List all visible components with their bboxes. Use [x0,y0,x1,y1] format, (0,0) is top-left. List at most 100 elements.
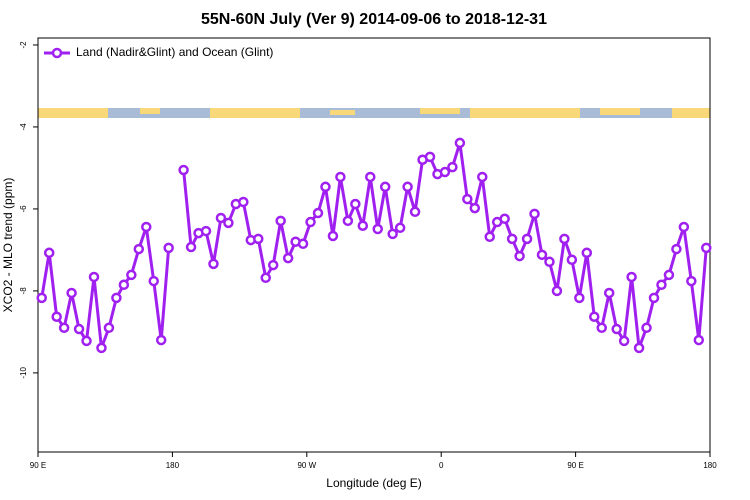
data-point [469,202,481,214]
data-point [424,151,436,163]
data-point [185,241,197,253]
data-point [611,323,622,335]
x-tick-label: 90 E [30,461,46,470]
x-axis-label: Longitude (deg E) [326,476,421,490]
data-point [693,334,705,346]
x-tick-label: 90 W [297,461,316,470]
data-point [648,292,660,304]
data-point [544,256,555,268]
data-point [81,335,92,347]
data-point [297,238,309,250]
data-point [73,323,85,335]
data-point [439,166,451,178]
y-tick-label: -10 [19,367,28,379]
data-point [238,196,249,208]
data-point [402,181,413,193]
data-point [118,279,130,291]
x-tick-label: 0 [439,461,444,470]
y-axis-label: XCO2 - MLO trend (ppm) [1,178,15,313]
data-point [484,231,495,243]
data-point [656,279,667,291]
data-point [253,233,264,245]
data-point [163,242,174,254]
x-tick-label: 180 [703,461,717,470]
data-point [260,272,271,284]
data-point [305,216,316,228]
map-strip [38,108,710,118]
chart-title: 55N-60N July (Ver 9) 2014-09-06 to 2018-… [201,11,547,28]
data-point [320,181,331,193]
data-point [678,221,690,233]
data-point [394,222,406,234]
data-point [208,258,219,270]
data-point [626,271,637,283]
legend-marker [51,47,63,59]
data-point [58,322,70,334]
data-point [603,287,615,299]
data-point [529,208,540,220]
data-point [200,225,212,237]
data-point [551,285,563,297]
data-point [589,311,600,322]
data-point [701,242,712,254]
data-point [596,322,607,334]
y-tick-label: -6 [19,205,28,213]
legend-label: Land (Nadir&Glint) and Ocean (Glint) [76,45,273,59]
data-point [387,228,398,240]
data-point [506,233,518,245]
data-point [581,247,593,259]
data-point [103,322,115,334]
data-point [275,215,286,227]
data-point [335,171,346,183]
data-point [372,223,383,235]
data-point [155,334,167,346]
data-point [514,250,525,262]
data-point [51,311,62,322]
data-point [357,220,369,231]
legend: Land (Nadir&Glint) and Ocean (Glint) [44,45,273,59]
data-point [447,161,458,173]
y-tick-label: -8 [19,287,28,295]
data-point [521,233,533,245]
y-tick-label: -4 [19,123,28,131]
data-point [379,181,391,193]
data-point [409,206,421,218]
data-point [686,275,697,287]
data-point [43,247,55,259]
data-point [215,212,227,224]
data-point [574,292,585,304]
data-point [66,287,77,299]
data-point [671,243,682,255]
data-point [111,292,122,304]
data-point [126,269,137,281]
data-point [178,164,189,176]
data-point [365,171,376,183]
data-point [350,198,361,210]
data-point [282,252,294,264]
data-point [141,221,152,233]
data-point [267,259,279,271]
data-point [633,342,645,354]
data-point [536,249,548,261]
y-tick-label: -2 [19,41,28,49]
data-point [223,217,234,229]
x-tick-label: 180 [166,461,180,470]
data-point [618,335,630,347]
data-point [499,213,510,225]
data-point [641,322,652,334]
data-point [312,207,324,219]
data-point [566,254,578,266]
data-point [36,292,47,304]
data-point [88,271,100,283]
x-tick-label: 90 E [567,461,583,470]
data-point [454,137,466,149]
data-point [663,269,675,281]
data-point [462,193,473,205]
data-point [327,230,339,242]
data-point [477,171,488,183]
data-point [96,342,107,354]
data-point [133,243,145,255]
data-point [559,233,570,245]
data-point [148,275,159,287]
